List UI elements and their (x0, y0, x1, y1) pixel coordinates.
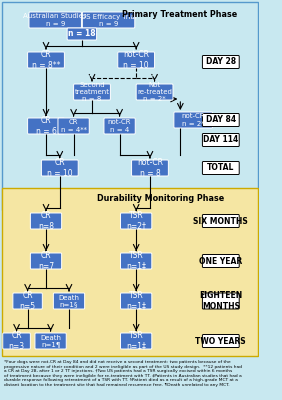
Text: EIGHTEEN
MONTHS: EIGHTEEN MONTHS (199, 291, 243, 311)
FancyBboxPatch shape (41, 160, 78, 176)
Text: CR
n = 4**: CR n = 4** (61, 120, 87, 132)
FancyBboxPatch shape (29, 12, 81, 28)
Text: *Four dogs were not-CR at Day 84 and did not receive a second treatment: two pat: *Four dogs were not-CR at Day 84 and did… (4, 360, 242, 387)
Text: Death
n=1§: Death n=1§ (58, 294, 80, 308)
Text: not-CR
n = 8: not-CR n = 8 (137, 158, 163, 178)
FancyBboxPatch shape (202, 114, 239, 126)
Text: TSR
n=2†: TSR n=2† (126, 211, 146, 231)
FancyBboxPatch shape (136, 84, 173, 100)
Text: SIX MONTHS: SIX MONTHS (193, 216, 248, 226)
FancyBboxPatch shape (82, 12, 135, 28)
Text: ONE YEAR: ONE YEAR (199, 256, 243, 266)
FancyBboxPatch shape (53, 293, 85, 309)
Text: TWO YEARS: TWO YEARS (195, 336, 246, 346)
FancyBboxPatch shape (202, 56, 239, 68)
Text: not-CR
n = 10: not-CR n = 10 (123, 50, 149, 70)
Text: Primary Treatment Phase: Primary Treatment Phase (122, 10, 237, 19)
Text: DAY 28: DAY 28 (206, 58, 236, 66)
FancyBboxPatch shape (174, 112, 213, 128)
FancyBboxPatch shape (104, 118, 135, 134)
Text: US Efficacy Trial
n = 9: US Efficacy Trial n = 9 (81, 14, 136, 26)
Text: CR
n=5: CR n=5 (19, 291, 36, 311)
Text: Death
n=1¶: Death n=1¶ (40, 334, 61, 348)
FancyBboxPatch shape (120, 333, 152, 349)
FancyBboxPatch shape (120, 253, 152, 269)
FancyBboxPatch shape (28, 52, 64, 68)
FancyBboxPatch shape (13, 293, 42, 309)
FancyBboxPatch shape (202, 293, 239, 309)
FancyBboxPatch shape (120, 293, 152, 309)
FancyBboxPatch shape (74, 84, 111, 100)
FancyBboxPatch shape (118, 52, 155, 68)
FancyBboxPatch shape (132, 160, 168, 176)
Text: n = 18: n = 18 (68, 30, 96, 38)
FancyBboxPatch shape (28, 118, 64, 134)
Text: DAY 84: DAY 84 (206, 116, 236, 124)
Text: not-CR
n = 2*: not-CR n = 2* (181, 114, 205, 126)
FancyBboxPatch shape (30, 253, 62, 269)
Text: CR
n = 6: CR n = 6 (36, 116, 56, 136)
Text: TSR
n=1‡: TSR n=1‡ (126, 251, 146, 271)
Text: CR
n=3: CR n=3 (8, 331, 25, 351)
FancyBboxPatch shape (67, 28, 97, 40)
Text: TSR
n=1‡: TSR n=1‡ (126, 291, 146, 311)
Text: CR
n = 10: CR n = 10 (47, 158, 72, 178)
Text: TSR
n=1‡: TSR n=1‡ (126, 331, 146, 351)
Text: not-CR
n = 4: not-CR n = 4 (108, 120, 131, 132)
Text: Second
treatment
n = 8: Second treatment n = 8 (74, 82, 109, 102)
FancyBboxPatch shape (30, 213, 62, 229)
FancyBboxPatch shape (202, 162, 239, 174)
FancyBboxPatch shape (3, 333, 30, 349)
Text: Not
re-treated
n = 2*: Not re-treated n = 2* (137, 82, 172, 102)
FancyBboxPatch shape (202, 214, 239, 228)
Text: CR
n=8: CR n=8 (38, 211, 54, 231)
Text: CR
n = 8**: CR n = 8** (32, 50, 60, 70)
FancyBboxPatch shape (2, 2, 258, 210)
FancyBboxPatch shape (120, 213, 152, 229)
Text: Durability Monitoring Phase: Durability Monitoring Phase (97, 194, 225, 203)
FancyBboxPatch shape (2, 188, 258, 356)
FancyBboxPatch shape (202, 254, 239, 268)
Text: TOTAL: TOTAL (207, 164, 235, 172)
FancyBboxPatch shape (202, 334, 239, 348)
Text: CR
n=7: CR n=7 (38, 251, 54, 271)
FancyBboxPatch shape (202, 134, 239, 146)
Text: DAY 114: DAY 114 (203, 136, 239, 144)
FancyBboxPatch shape (35, 333, 66, 349)
Text: Australian Studies
n = 9: Australian Studies n = 9 (23, 14, 87, 26)
FancyBboxPatch shape (58, 118, 89, 134)
